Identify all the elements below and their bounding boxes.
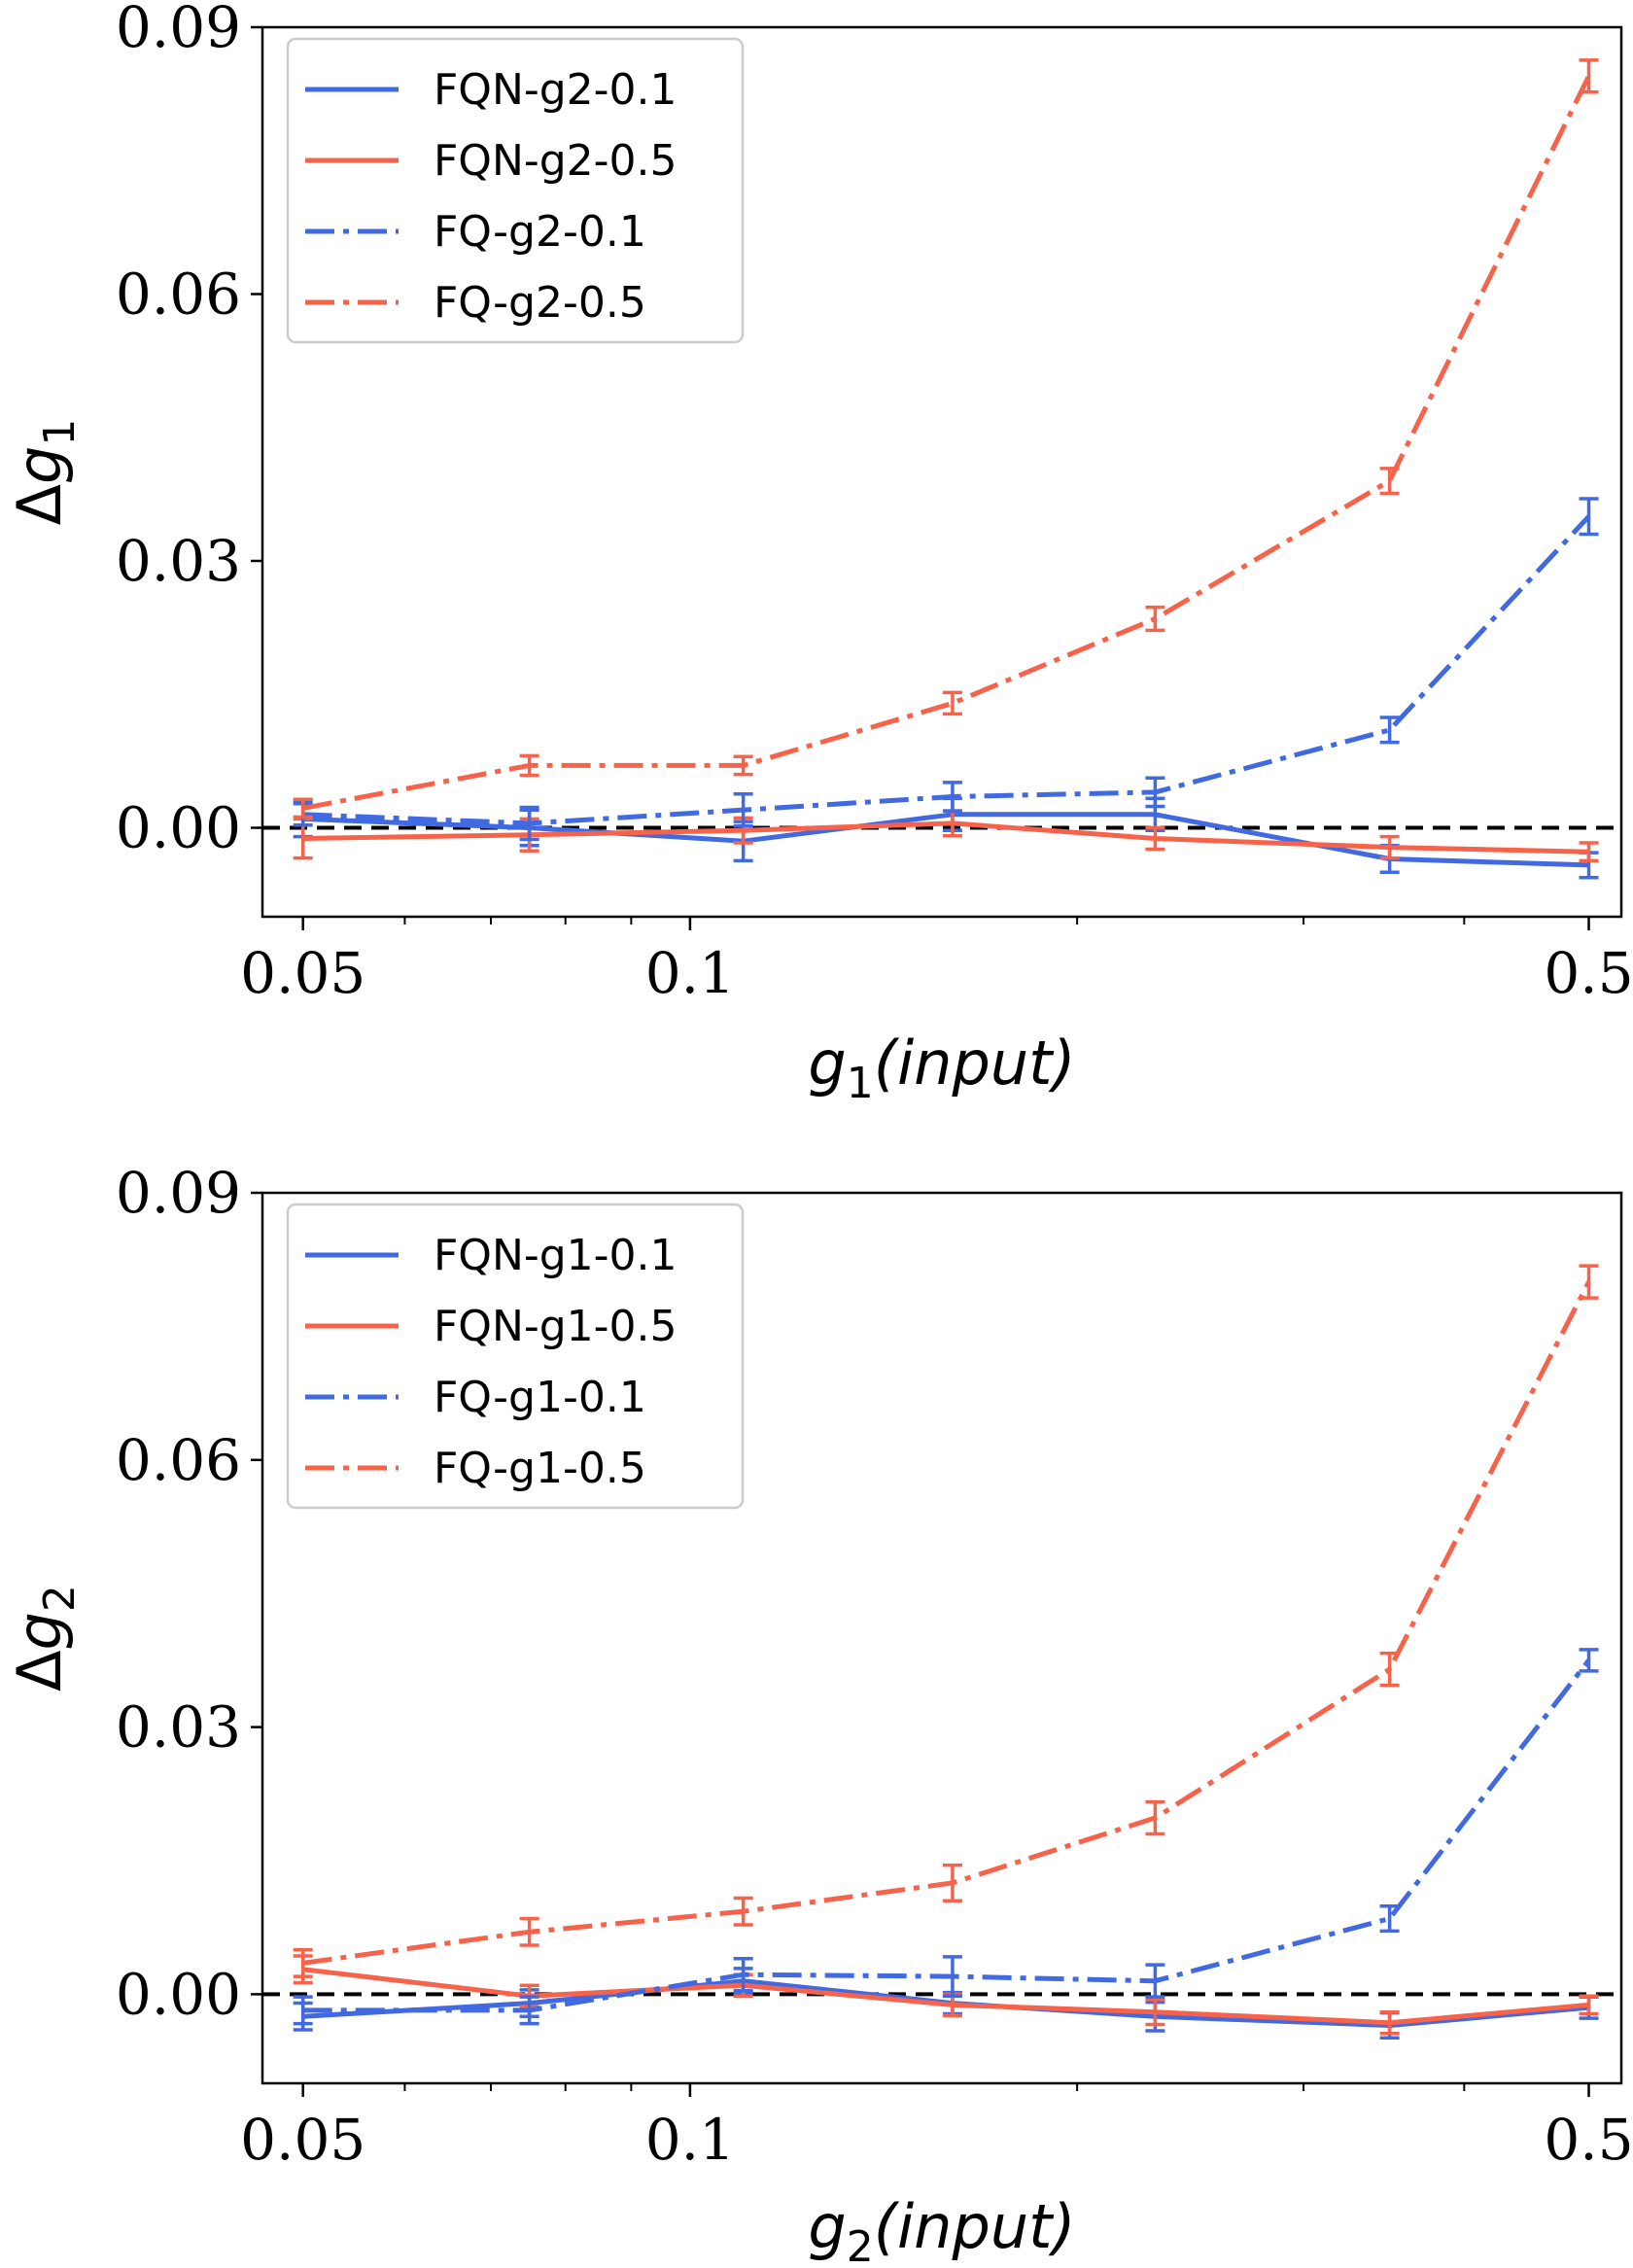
error-bar <box>942 690 962 716</box>
error-bar <box>1379 467 1400 496</box>
error-bar <box>1145 776 1165 809</box>
legend-box <box>286 37 745 344</box>
error-bar <box>1379 715 1400 745</box>
error-bar <box>519 1995 539 2026</box>
series-FQ-g2-0.1 <box>293 497 1599 842</box>
error-bar <box>942 1955 962 1998</box>
y-tick-label: 0.06 <box>116 262 241 328</box>
x-tick-label: 0.05 <box>240 940 365 1006</box>
legend: FQN-g2-0.1 FQN-g2-0.5 FQ-g2-0.1 FQ-g2-0.5 <box>286 37 745 344</box>
legend-label: FQ-g1-0.1 <box>434 1373 646 1422</box>
error-bar <box>942 1863 962 1902</box>
y-tick-label: 0.00 <box>116 795 241 861</box>
x-tick-label: 0.1 <box>645 2107 735 2173</box>
error-bar <box>1145 605 1165 633</box>
x-tick-label: 0.5 <box>1544 940 1633 1006</box>
error-bar <box>1145 1799 1165 1836</box>
x-axis-label: g1(input) <box>808 1028 1075 1108</box>
legend-label: FQ-g2-0.1 <box>434 207 646 257</box>
x-tick-label: 0.5 <box>1544 2107 1633 2173</box>
y-tick-label: 0.06 <box>116 1427 241 1493</box>
legend: FQN-g1-0.1 FQN-g1-0.5 FQ-g1-0.1 FQ-g1-0.5 <box>286 1203 745 1510</box>
error-bar <box>519 1916 539 1947</box>
error-bar <box>1145 1998 1165 2027</box>
legend-label: FQN-g2-0.1 <box>434 65 678 115</box>
error-bar <box>1579 1264 1599 1300</box>
series-FQ-g2-0.5 <box>293 58 1599 820</box>
error-bar <box>1379 834 1400 860</box>
error-bar <box>519 753 539 778</box>
error-bar <box>1379 1651 1400 1688</box>
plot-frame <box>261 25 1623 919</box>
error-bar <box>733 791 753 828</box>
error-bar <box>293 1995 313 2026</box>
error-bar <box>1579 497 1599 537</box>
error-bar <box>293 1947 313 1978</box>
y-axis-label: Δg1 <box>4 419 85 526</box>
series-FQ-g1-0.1 <box>293 1648 1599 2026</box>
y-tick-label: 0.00 <box>116 1961 241 2027</box>
legend-label: FQN-g2-0.5 <box>434 136 678 186</box>
legend-label: FQN-g1-0.1 <box>434 1231 678 1280</box>
error-bar <box>1145 1963 1165 1999</box>
legend-label: FQN-g1-0.5 <box>434 1302 678 1351</box>
chart-panel-2: 0.00 0.03 0.06 0.09 0.05 0.1 0.5 g2(input) Δg2 FQ… <box>4 1160 1633 2268</box>
error-bar <box>1579 841 1599 863</box>
legend-box <box>286 1203 745 1510</box>
error-bar <box>942 781 962 813</box>
error-bar <box>1579 1994 1599 2016</box>
x-axis-label: g2(input) <box>808 2191 1075 2268</box>
error-bar <box>1379 1903 1400 1934</box>
chart-panel-1: 0.00 0.03 0.06 0.09 0.05 0.1 0.5 g1(input) Δg1 FQ… <box>4 0 1633 1108</box>
error-bar <box>733 754 753 777</box>
y-tick-label: 0.03 <box>116 1694 241 1761</box>
error-bar <box>733 1896 753 1927</box>
y-axis-label: Δg2 <box>4 1585 85 1692</box>
x-tick-label: 0.05 <box>240 2107 365 2173</box>
y-tick-label: 0.03 <box>116 528 241 594</box>
series-FQ-g1-0.5 <box>293 1264 1599 1978</box>
legend-label: FQ-g2-0.5 <box>434 278 646 328</box>
plot-frame <box>261 1191 1623 2085</box>
error-bar <box>1579 58 1599 94</box>
error-bar <box>733 1957 753 1993</box>
y-tick-label: 0.09 <box>116 1160 241 1226</box>
y-tick-label: 0.09 <box>116 0 241 60</box>
error-bar <box>519 805 539 842</box>
x-tick-label: 0.1 <box>645 940 735 1006</box>
error-bar <box>1145 825 1165 852</box>
error-bar <box>1579 1648 1599 1673</box>
error-bar <box>293 797 313 820</box>
legend-label: FQ-g1-0.5 <box>434 1444 646 1493</box>
error-bar <box>1379 2009 1400 2036</box>
